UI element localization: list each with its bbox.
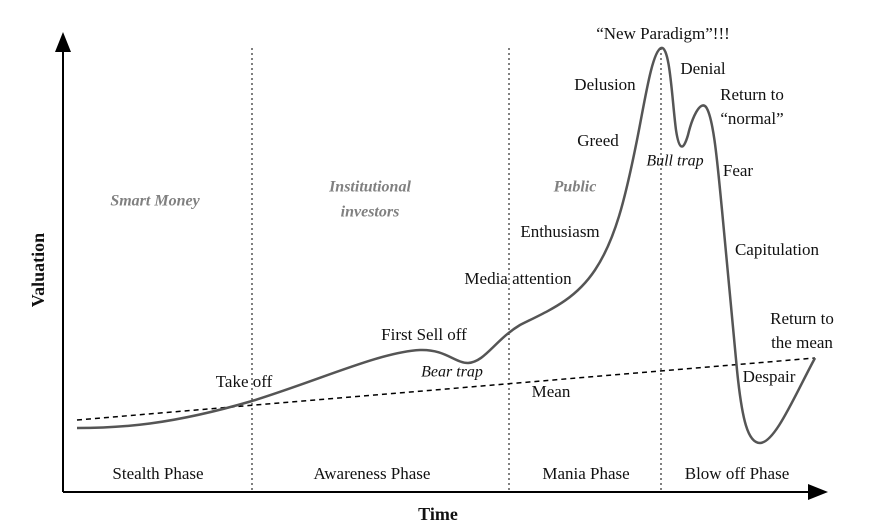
annotation: Return to — [720, 85, 784, 104]
y-axis-label: Valuation — [28, 233, 48, 307]
annotation: Capitulation — [735, 240, 820, 259]
phase-label: Stealth Phase — [112, 464, 203, 483]
annotation: Bear trap — [421, 364, 483, 381]
annotation: Mean — [532, 382, 571, 401]
annotation: Return to — [770, 309, 834, 328]
annotation: Delusion — [574, 75, 636, 94]
valuation-curve — [76, 46, 817, 445]
phase-dividers — [251, 48, 662, 492]
annotation: “normal” — [720, 109, 783, 128]
phase-label: Mania Phase — [542, 464, 629, 483]
annotation: Despair — [743, 367, 796, 386]
annotation: Greed — [577, 131, 619, 150]
annotation: Enthusiasm — [520, 222, 599, 241]
annotation: Take off — [216, 372, 273, 391]
annotation: Denial — [680, 59, 726, 78]
phase-label: Awareness Phase — [314, 464, 431, 483]
annotation: First Sell off — [381, 325, 467, 344]
annotation: the mean — [771, 333, 833, 352]
group-label: Public — [553, 179, 597, 196]
group-label: Institutional — [328, 179, 411, 196]
mean-line — [76, 357, 816, 421]
annotation: Media attention — [464, 269, 572, 288]
annotation: “New Paradigm”!!! — [596, 24, 730, 43]
group-label: investors — [341, 204, 400, 221]
group-label: Smart Money — [110, 193, 200, 210]
annotation: Fear — [723, 161, 754, 180]
annotation: Bull trap — [646, 153, 703, 170]
x-axis-label: Time — [418, 504, 458, 524]
phase-label: Blow off Phase — [685, 464, 790, 483]
